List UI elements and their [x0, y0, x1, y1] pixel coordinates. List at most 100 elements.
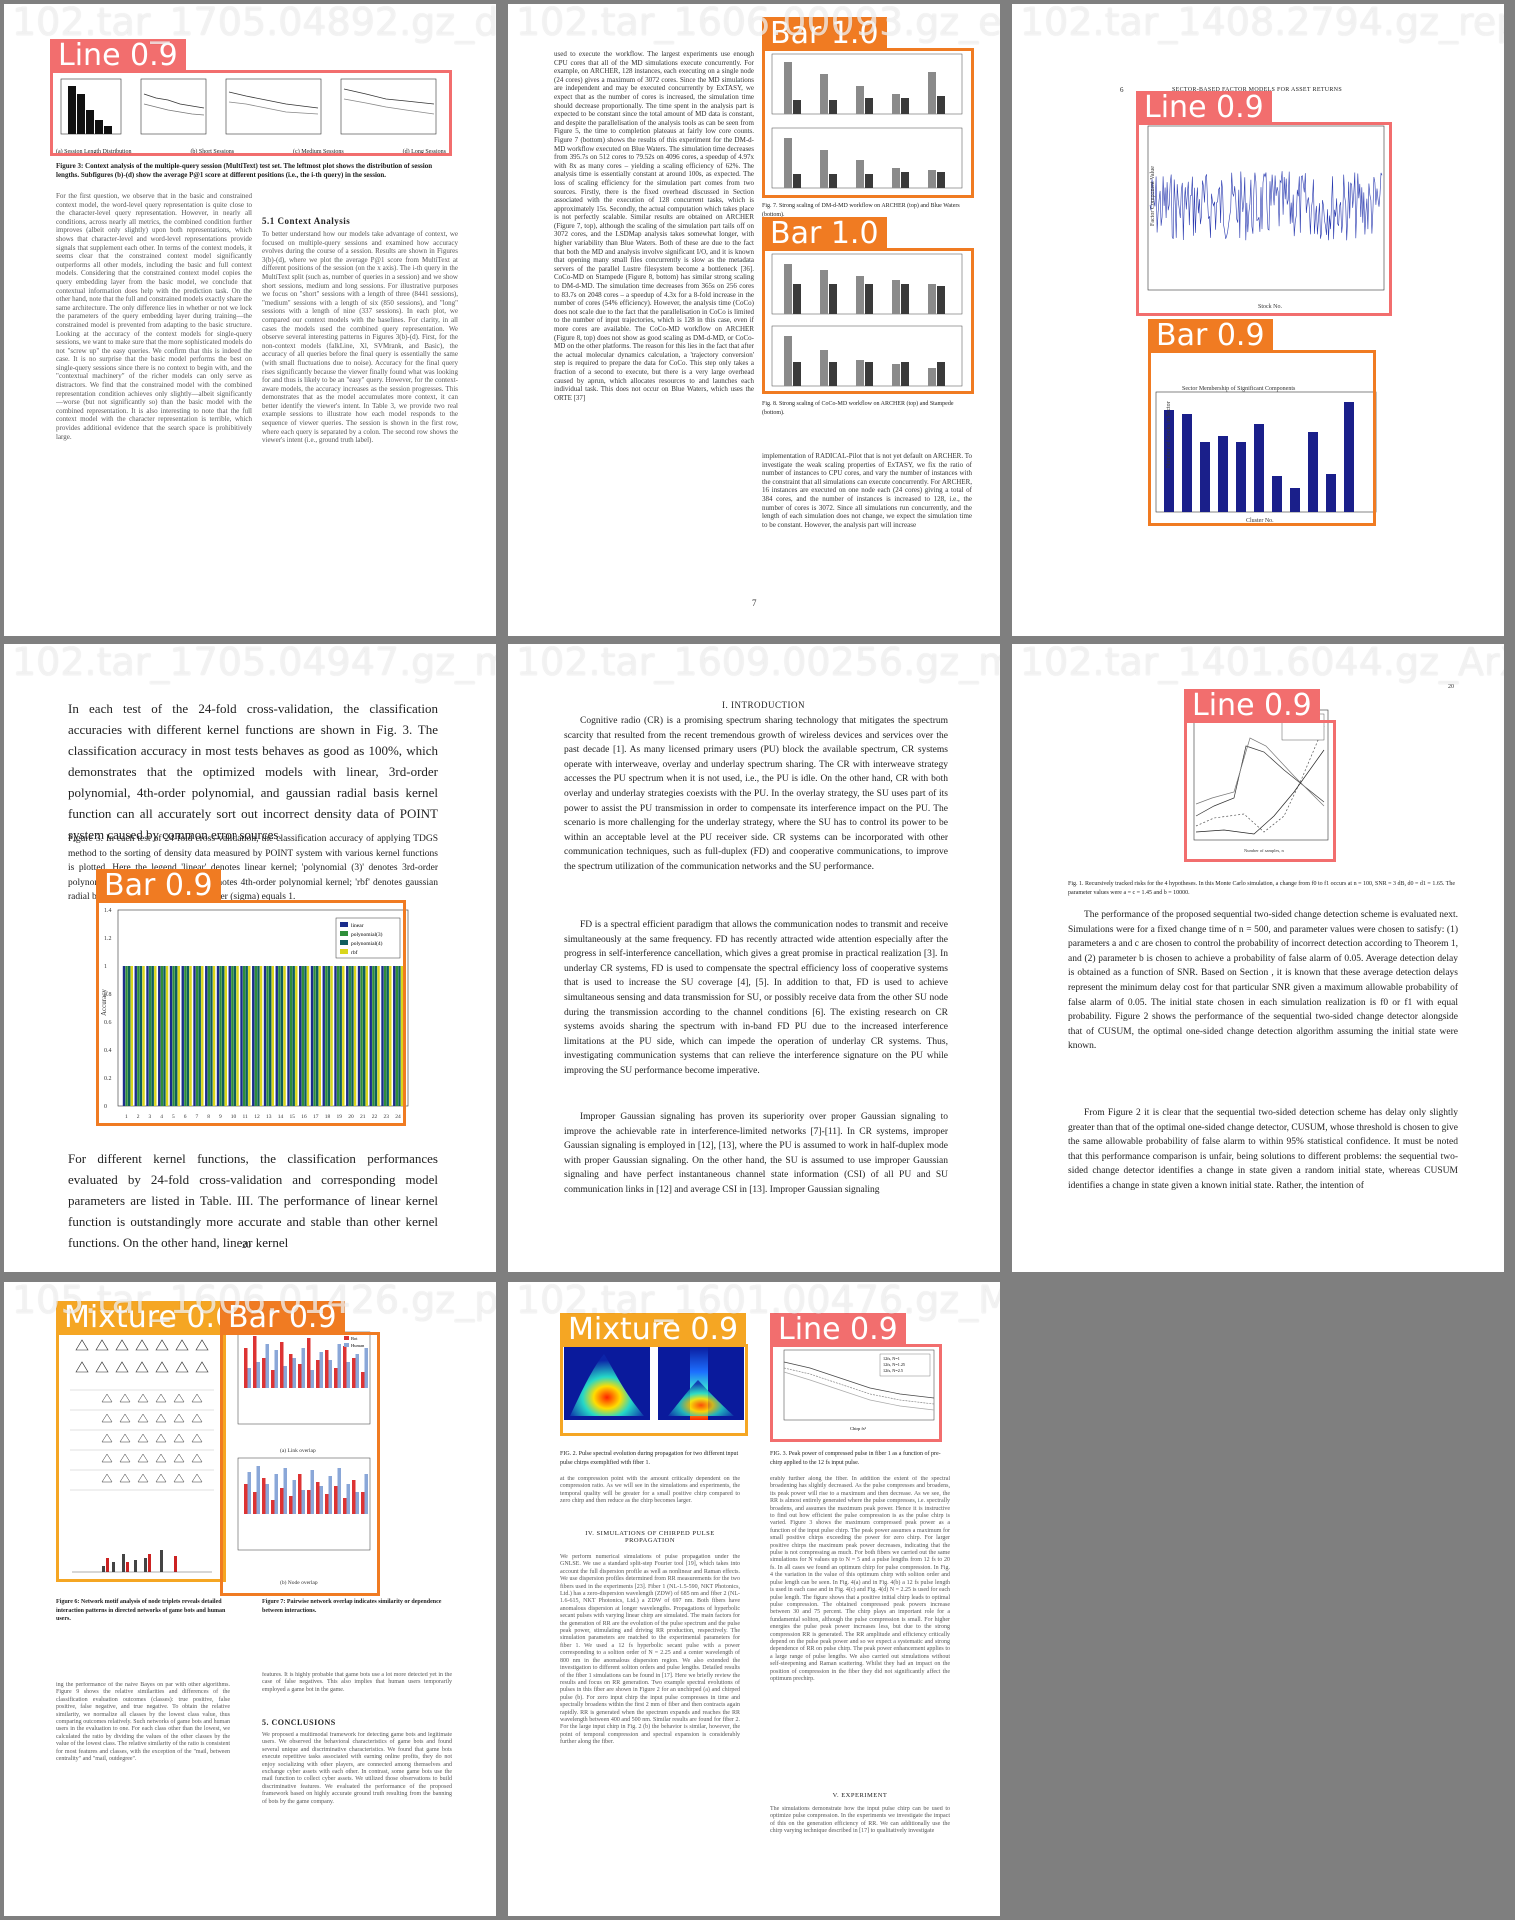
- overlap-bar-bot: [307, 1338, 311, 1388]
- accuracy-bar: [372, 966, 375, 1106]
- y-tick-label: 1: [104, 964, 107, 970]
- figure-3-caption: Figure 3: Context analysis of the multip…: [56, 162, 433, 179]
- accuracy-bar: [165, 966, 169, 1106]
- subfig-label-d: (d) Long Sessions: [402, 149, 446, 155]
- accuracy-bar: [160, 966, 164, 1106]
- right-column-text: erably further along the fiber. In addit…: [770, 1476, 950, 1682]
- overlap-bar-human: [292, 1480, 296, 1514]
- subfig-label-c: (c) Medium Sessions: [293, 149, 344, 155]
- motif-triangle: [95, 1339, 109, 1351]
- motif-triangle: [135, 1339, 149, 1351]
- accuracy-bar: [222, 966, 225, 1106]
- motif-glyph: [119, 1433, 131, 1443]
- overlap-bar-bot: [271, 1500, 275, 1514]
- overlap-bar-bot: [361, 1492, 365, 1514]
- overlap-bar-human: [355, 1492, 359, 1514]
- accuracy-bar: [342, 966, 345, 1106]
- experiment-text: The simulations demonstrate how the inpu…: [770, 1806, 950, 1835]
- accuracy-bar: [283, 966, 286, 1106]
- overlap-bar-bot: [343, 1498, 347, 1514]
- accuracy-bar: [310, 966, 314, 1106]
- x-axis-label: Number of samples, n: [1244, 848, 1284, 854]
- motif-triangle: [175, 1339, 189, 1351]
- x-tick-label: 20: [348, 1114, 354, 1120]
- accuracy-bar: [369, 966, 372, 1106]
- accuracy-bar: [210, 966, 213, 1106]
- subfig-label-a: (a) Session Length Distribution: [56, 149, 132, 155]
- accuracy-bar: [248, 966, 251, 1106]
- accuracy-bar: [189, 966, 192, 1106]
- peak-power-line-chart: 12fs, N=1 12fs, N=1.25 12fs, N=2.5 Chirp…: [783, 1349, 935, 1431]
- subfig-label-a: (a) Link overlap: [280, 1447, 316, 1454]
- overlap-bar-bot: [262, 1358, 266, 1388]
- page-header-title: SECTOR-BASED FACTOR MODELS FOR ASSET RET…: [1172, 87, 1342, 93]
- motif-glyph: [101, 1453, 113, 1463]
- x-tick-label: 4: [160, 1114, 163, 1120]
- overlap-bar-human: [265, 1344, 269, 1388]
- motif-glyph: [137, 1393, 149, 1403]
- left-column-text-top: at the compression point with the amount…: [560, 1476, 740, 1505]
- page-panel-1: 102.tar_1705.04892.gz_deep-voice-arxiv_6…: [4, 4, 496, 636]
- accuracy-bar: [128, 966, 131, 1106]
- paragraph-1: In each test of the 24-fold cross-valida…: [68, 701, 438, 842]
- detection-label: Bar 1.0: [762, 217, 887, 251]
- accuracy-bar: [306, 966, 310, 1106]
- accuracy-bar: [266, 966, 269, 1106]
- x-tick-label: 2: [137, 1114, 140, 1120]
- panel-title: 102.tar_1705.04947.gz_manuscript_TDGS_10: [12, 644, 496, 684]
- y-tick-label: 1.4: [104, 908, 112, 914]
- accuracy-bar: [195, 966, 199, 1106]
- accuracy-bar: [254, 966, 258, 1106]
- accuracy-bar: [386, 966, 389, 1106]
- page-panel-6: 102.tar_1401.6044.gz_ArXiv_two_ 20 Numbe…: [1012, 644, 1504, 1272]
- accuracy-bar: [287, 966, 290, 1106]
- figure-3-caption: FIG. 3. Peak power of compressed pulse i…: [770, 1451, 941, 1466]
- accuracy-bar: [336, 966, 340, 1106]
- detection-box-bar-bottom: Bar 1.0: [762, 217, 974, 394]
- overlap-bar-human: [265, 1484, 269, 1514]
- legend-item-3: 12fs, N=2.5: [883, 1368, 903, 1374]
- legend-human: Human: [351, 1343, 365, 1348]
- legend-bot: Bot: [351, 1336, 358, 1341]
- detection-label: Bar 0.9: [220, 1301, 345, 1335]
- motif-triangle: [115, 1361, 129, 1373]
- x-tick-label: 1: [125, 1114, 128, 1120]
- overlap-bar-bot: [298, 1474, 302, 1514]
- accuracy-bar: [278, 966, 281, 1106]
- motif-triangle: [75, 1361, 89, 1373]
- overlap-bar-bot: [253, 1492, 257, 1514]
- conclusions-heading: 5. CONCLUSIONS: [262, 1718, 336, 1727]
- legend: linear polynomial(3) polynomial(4) rbf: [335, 917, 401, 959]
- accuracy-bar: [148, 966, 152, 1106]
- x-tick-label: 23: [384, 1114, 390, 1120]
- accuracy-bar: [198, 966, 201, 1106]
- legend-rbf: rbf: [351, 949, 358, 956]
- accuracy-bar: [357, 966, 361, 1106]
- detection-box-bar: Bar 0.9: [220, 1301, 380, 1596]
- detection-label: Bar 0.9: [1148, 319, 1273, 353]
- x-tick-label: 15: [290, 1114, 296, 1120]
- motif-triangle: [115, 1339, 129, 1351]
- x-tick-label: 7: [196, 1114, 199, 1120]
- accuracy-bar: [313, 966, 316, 1106]
- detection-box-line: Line 0.9: [1184, 689, 1336, 862]
- accuracy-bar: [151, 966, 154, 1106]
- panel-title: 102.tar_1609.00256.gz_mgaafar_full_duple…: [516, 644, 1000, 684]
- overlap-bar-bot: [253, 1336, 257, 1388]
- page-panel-8: 102.tar_1601.00476.gz_McLenaghanKoenig_1…: [508, 1282, 1000, 1916]
- accuracy-bar: [381, 966, 384, 1106]
- overlap-bar-human: [301, 1348, 305, 1388]
- detection-label: Line 0.9: [50, 39, 186, 73]
- detection-label: Mixture 0.6: [56, 1301, 243, 1335]
- accuracy-bar: [365, 966, 368, 1106]
- accuracy-bar: [172, 966, 175, 1106]
- motif-glyph: [137, 1433, 149, 1443]
- x-tick-label: 11: [243, 1114, 249, 1120]
- panel-title: 102.tar_1606.00093.gz_extasy_6: [516, 4, 1000, 44]
- x-tick-label: 8: [207, 1114, 210, 1120]
- accuracy-bar: [181, 966, 184, 1106]
- overlap-bar-bot: [244, 1348, 248, 1388]
- accuracy-bar: [193, 966, 196, 1106]
- right-column-text: To better understand how our models take…: [262, 230, 458, 445]
- x-tick-label: 9: [219, 1114, 222, 1120]
